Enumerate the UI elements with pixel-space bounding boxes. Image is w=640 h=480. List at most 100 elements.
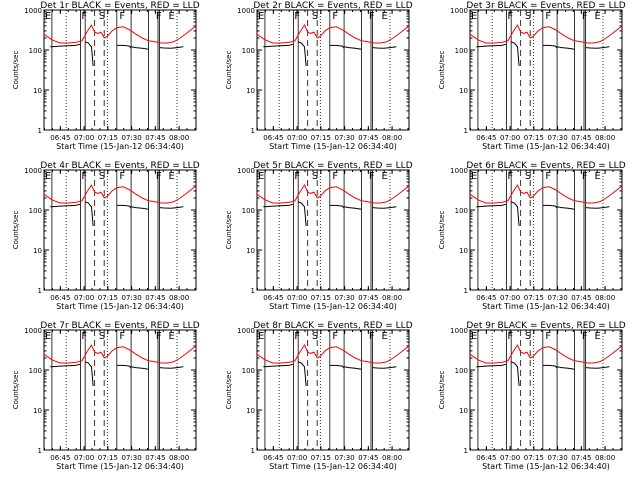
x-tick-label: 07:30 — [122, 134, 142, 142]
x-tick-label: 06:45 — [263, 294, 283, 302]
marker-label: E — [382, 331, 388, 342]
y-axis-label: Counts/sec — [12, 51, 20, 90]
y-tick-label: 1000 — [450, 167, 468, 175]
x-tick-label: 07:15 — [524, 134, 544, 142]
marker-label: E — [169, 331, 175, 342]
panel-title: Det 7r BLACK = Events, RED = LLD — [40, 321, 199, 331]
panel-1: Det 1r BLACK = Events, RED = LLD 1 10 100 10… — [12, 1, 200, 151]
x-tick-label: 07:15 — [98, 294, 118, 302]
x-tick-label: 06:45 — [50, 134, 70, 142]
panel-9: Det 9r BLACK = Events, RED = LLD 1 10 100 10… — [438, 321, 626, 471]
marker-label: F — [294, 11, 300, 22]
marker-label: S — [312, 11, 318, 22]
x-tick-label: 08:00 — [169, 134, 189, 142]
events-series-line — [116, 44, 132, 49]
x-axis-label: Start Time (15-Jan-12 06:34:40) — [482, 302, 610, 311]
events-series-line — [511, 41, 520, 66]
events-series-line — [50, 363, 81, 368]
events-series-line — [298, 361, 307, 386]
marker-label: F — [156, 331, 162, 342]
x-tick-label: 07:45 — [571, 294, 591, 302]
y-tick-label: 10 — [33, 247, 42, 255]
marker-label: F — [294, 331, 300, 342]
events-series-line — [329, 44, 345, 49]
y-axis-label: Counts/sec — [12, 371, 20, 410]
x-tick-label: 07:15 — [311, 294, 331, 302]
panel-6: Det 6r BLACK = Events, RED = LLD 1 10 100 10… — [438, 161, 626, 311]
panel-title: Det 9r BLACK = Events, RED = LLD — [466, 321, 625, 331]
events-series-line — [85, 41, 94, 66]
y-tick-label: 10 — [33, 87, 42, 95]
events-series-line — [542, 44, 558, 49]
marker-label: F — [119, 171, 125, 182]
x-axis-label: Start Time (15-Jan-12 06:34:40) — [56, 302, 184, 311]
events-series-line — [372, 206, 397, 209]
y-axis-label: Counts/sec — [438, 211, 446, 250]
y-tick-label: 10 — [246, 87, 255, 95]
marker-label: E — [471, 11, 477, 22]
marker-label: E — [45, 11, 51, 22]
marker-label: S — [312, 171, 318, 182]
x-tick-label: 07:30 — [548, 294, 568, 302]
y-tick-label: 1000 — [237, 7, 255, 15]
x-tick-label: 08:00 — [382, 454, 402, 462]
y-tick-label: 1 — [251, 287, 255, 295]
x-tick-label: 07:30 — [335, 134, 355, 142]
x-tick-label: 08:00 — [169, 294, 189, 302]
y-tick-label: 10 — [246, 407, 255, 415]
marker-label: E — [169, 171, 175, 182]
marker-label: S — [525, 11, 531, 22]
y-tick-label: 10 — [33, 407, 42, 415]
marker-label: F — [545, 11, 551, 22]
events-series-line — [298, 201, 307, 226]
y-tick-label: 1 — [464, 127, 468, 135]
lld-series-line — [43, 24, 197, 44]
panel-5: Det 5r BLACK = Events, RED = LLD 1 10 100 10… — [225, 161, 413, 311]
y-axis-label: Counts/sec — [438, 51, 446, 90]
marker-label: F — [369, 171, 375, 182]
panel-2: Det 2r BLACK = Events, RED = LLD 1 10 100 10… — [225, 1, 413, 151]
panel-title: Det 1r BLACK = Events, RED = LLD — [40, 1, 199, 11]
events-series-line — [511, 361, 520, 386]
events-series-line — [542, 204, 558, 209]
y-tick-label: 10 — [459, 407, 468, 415]
events-series-line — [372, 366, 397, 369]
lld-series-line — [469, 184, 623, 204]
marker-label: F — [582, 11, 588, 22]
plot-frame — [256, 169, 410, 291]
x-tick-label: 08:00 — [382, 294, 402, 302]
events-series-line — [50, 43, 81, 48]
marker-label: F — [582, 331, 588, 342]
marker-label: F — [369, 331, 375, 342]
x-axis-label: Start Time (15-Jan-12 06:34:40) — [482, 142, 610, 151]
x-tick-label: 07:00 — [500, 294, 520, 302]
events-series-line — [116, 364, 132, 369]
marker-label: E — [382, 171, 388, 182]
y-axis-label: Counts/sec — [12, 211, 20, 250]
marker-label: F — [507, 171, 513, 182]
lld-series-line — [256, 184, 410, 204]
plot-frame — [43, 9, 197, 131]
x-tick-label: 07:15 — [311, 134, 331, 142]
events-series-line — [159, 366, 184, 369]
events-series-line — [329, 204, 345, 209]
events-series-line — [372, 46, 397, 49]
y-tick-label: 1000 — [24, 327, 42, 335]
marker-label: E — [258, 331, 264, 342]
events-series-line — [263, 203, 294, 208]
panel-7: Det 7r BLACK = Events, RED = LLD 1 10 100 10… — [12, 321, 200, 471]
y-tick-label: 10 — [459, 247, 468, 255]
y-axis-label: Counts/sec — [225, 371, 233, 410]
x-tick-label: 08:00 — [169, 454, 189, 462]
y-tick-label: 100 — [242, 367, 255, 375]
marker-label: F — [332, 171, 338, 182]
marker-label: E — [595, 171, 601, 182]
y-tick-label: 100 — [242, 207, 255, 215]
events-series-line — [542, 364, 558, 369]
x-tick-label: 07:45 — [358, 294, 378, 302]
marker-label: E — [471, 331, 477, 342]
events-series-line — [476, 363, 507, 368]
marker-label: E — [471, 171, 477, 182]
events-series-line — [511, 201, 520, 226]
x-tick-label: 06:45 — [50, 454, 70, 462]
